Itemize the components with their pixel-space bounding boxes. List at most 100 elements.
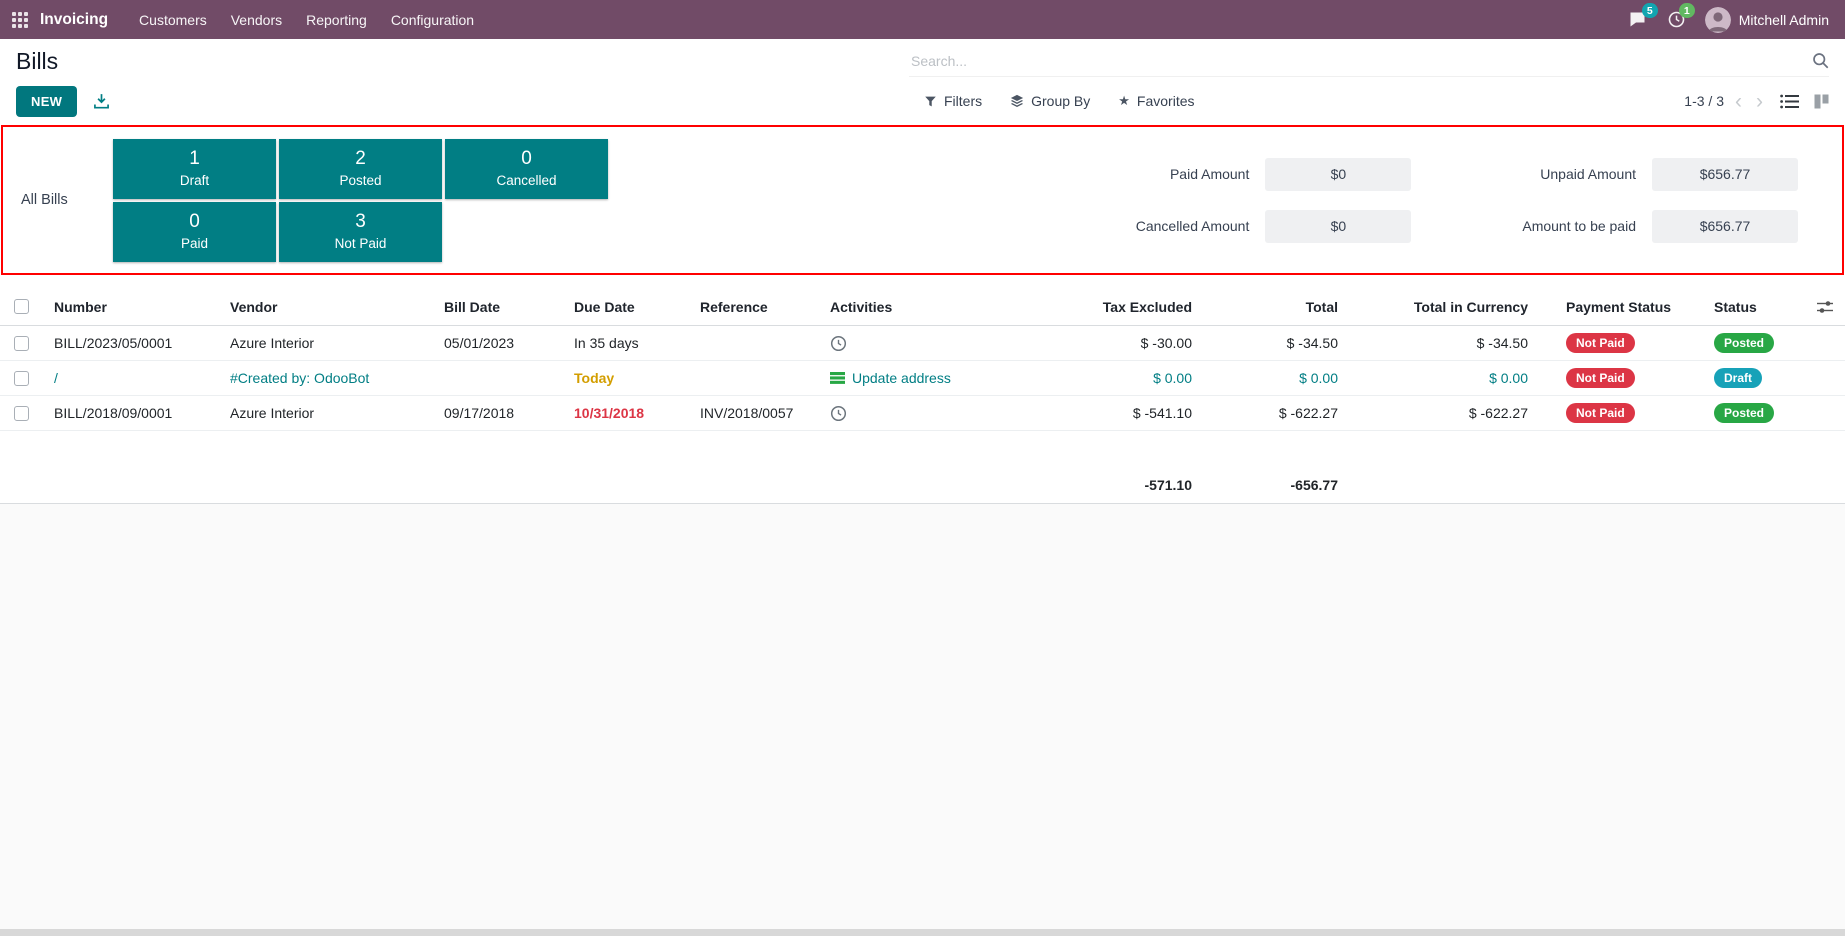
unpaid-amount-value: $656.77 [1652, 157, 1798, 191]
pager-next-icon[interactable]: › [1756, 89, 1763, 113]
clock-activity-icon[interactable] [830, 335, 847, 352]
pager-range: 1-3 / 3 [1684, 93, 1724, 109]
page-background [0, 504, 1845, 929]
cancelled-amount-value: $0 [1265, 209, 1412, 243]
col-header-due-date[interactable]: Due Date [574, 298, 635, 315]
search-input[interactable] [909, 51, 1802, 70]
stat-cancelled[interactable]: 0 Cancelled [445, 138, 608, 199]
filters-label: Filters [944, 93, 983, 109]
window-bottom-edge [0, 929, 1845, 936]
totals-tax-excluded: -571.10 [1144, 476, 1192, 493]
stat-draft-count: 1 [189, 148, 200, 170]
vendor-name: Azure Interior [230, 335, 315, 351]
status-badge: Posted [1714, 403, 1775, 423]
col-header-tax-excluded[interactable]: Tax Excluded [1102, 298, 1192, 315]
stat-paid-label: Paid [180, 235, 209, 251]
row-checkbox[interactable] [13, 335, 29, 351]
optional-columns-icon[interactable] [1816, 300, 1833, 314]
table-header: Number Vendor Bill Date Due Date Referen… [0, 288, 1845, 326]
list-activity-icon[interactable] [830, 372, 845, 384]
col-header-number[interactable]: Number [54, 298, 107, 315]
bill-number: BILL/2018/09/0001 [54, 405, 173, 421]
group-by-label: Group By [1031, 93, 1091, 109]
filters-button[interactable]: Filters [924, 93, 982, 109]
reference: INV/2018/0057 [700, 405, 794, 421]
vendor-name: #Created by: OdooBot [230, 370, 370, 386]
table-row[interactable]: / #Created by: OdooBot Today Update addr… [0, 361, 1845, 396]
kanban-view-button[interactable] [1814, 94, 1829, 109]
tax-excluded-amount: $ -30.00 [1140, 335, 1192, 351]
due-date: In 35 days [574, 335, 639, 351]
pager: 1-3 / 3 ‹ › [1684, 91, 1766, 112]
user-avatar [1704, 6, 1731, 33]
search-icon[interactable] [1812, 52, 1829, 69]
status-badge: Posted [1714, 333, 1775, 353]
nav-item-configuration[interactable]: Configuration [390, 11, 475, 28]
bill-date: 05/01/2023 [444, 335, 515, 351]
search-options: Filters Group By ★ Favorites [924, 93, 1195, 109]
app-name[interactable]: Invoicing [40, 10, 109, 28]
user-menu[interactable]: Mitchell Admin [1704, 6, 1829, 33]
stat-paid-count: 0 [189, 211, 200, 233]
apps-grid-icon[interactable] [12, 11, 28, 28]
select-all-checkbox[interactable] [13, 299, 29, 314]
clock-activity-icon[interactable] [830, 405, 847, 422]
col-header-vendor[interactable]: Vendor [230, 298, 278, 315]
favorites-label: Favorites [1136, 93, 1195, 109]
stat-not-paid-label: Not Paid [334, 235, 387, 251]
stat-paid[interactable]: 0 Paid [113, 201, 276, 262]
messages-button[interactable]: 5 [1629, 3, 1658, 28]
total-in-currency-amount: $ -34.50 [1476, 335, 1528, 351]
page-title: Bills [16, 47, 59, 74]
total-amount: $ -34.50 [1286, 335, 1338, 351]
top-navbar: Invoicing Customers Vendors Reporting Co… [0, 0, 1845, 39]
due-date: Today [574, 370, 615, 386]
funnel-icon [925, 96, 936, 106]
stat-not-paid[interactable]: 3 Not Paid [279, 201, 442, 262]
table-row[interactable]: BILL/2018/09/0001 Azure Interior 09/17/2… [0, 396, 1845, 431]
unpaid-amount-label: Unpaid Amount [1540, 166, 1636, 182]
col-header-activities[interactable]: Activities [830, 298, 893, 315]
star-icon: ★ [1118, 93, 1130, 108]
tax-excluded-amount: $ -541.10 [1132, 405, 1192, 421]
messages-count-badge: 5 [1641, 3, 1658, 18]
bill-number: / [54, 370, 58, 386]
bills-list: Number Vendor Bill Date Due Date Referen… [0, 288, 1845, 504]
stat-posted-label: Posted [339, 172, 382, 188]
col-header-total[interactable]: Total [1305, 298, 1338, 315]
total-amount: $ -622.27 [1278, 405, 1338, 421]
activities-button[interactable]: 1 [1668, 3, 1695, 28]
activity-link[interactable]: Update address [852, 370, 951, 386]
payment-status-badge: Not Paid [1566, 333, 1635, 353]
stat-draft-label: Draft [179, 172, 210, 188]
list-view-button[interactable] [1780, 94, 1799, 109]
col-header-bill-date[interactable]: Bill Date [444, 298, 501, 315]
stat-posted[interactable]: 2 Posted [279, 138, 442, 199]
row-checkbox[interactable] [13, 370, 29, 386]
nav-item-vendors[interactable]: Vendors [230, 11, 283, 28]
nav-item-customers[interactable]: Customers [139, 11, 207, 28]
stat-cancelled-label: Cancelled [496, 172, 557, 188]
bills-dashboard: All Bills 1 Draft 2 Posted 0 Cancelled 0… [1, 125, 1844, 275]
col-header-total-in-currency[interactable]: Total in Currency [1413, 298, 1528, 315]
control-panel: Bills NEW Filters Group By ★ F [0, 39, 1845, 123]
favorites-button[interactable]: ★ Favorites [1118, 93, 1194, 109]
col-header-payment-status[interactable]: Payment Status [1566, 298, 1672, 315]
row-checkbox[interactable] [13, 405, 29, 421]
pager-previous-icon[interactable]: ‹ [1735, 89, 1742, 113]
group-label-all-bills[interactable]: All Bills [21, 192, 68, 208]
search-bar [909, 45, 1829, 77]
payment-status-badge: Not Paid [1566, 403, 1635, 423]
col-header-reference[interactable]: Reference [700, 298, 768, 315]
group-by-button[interactable]: Group By [1010, 93, 1090, 109]
total-amount: $ 0.00 [1299, 370, 1338, 386]
export-download-icon[interactable] [93, 93, 110, 110]
nav-item-reporting[interactable]: Reporting [306, 11, 367, 28]
table-row[interactable]: BILL/2023/05/0001 Azure Interior 05/01/2… [0, 326, 1845, 361]
status-badge: Draft [1714, 368, 1763, 388]
stat-draft[interactable]: 1 Draft [113, 138, 276, 199]
message-bubble-icon [1630, 12, 1645, 27]
col-header-status[interactable]: Status [1714, 298, 1757, 315]
nav-menu: Customers Vendors Reporting Configuratio… [128, 7, 485, 33]
new-button[interactable]: NEW [16, 85, 78, 117]
